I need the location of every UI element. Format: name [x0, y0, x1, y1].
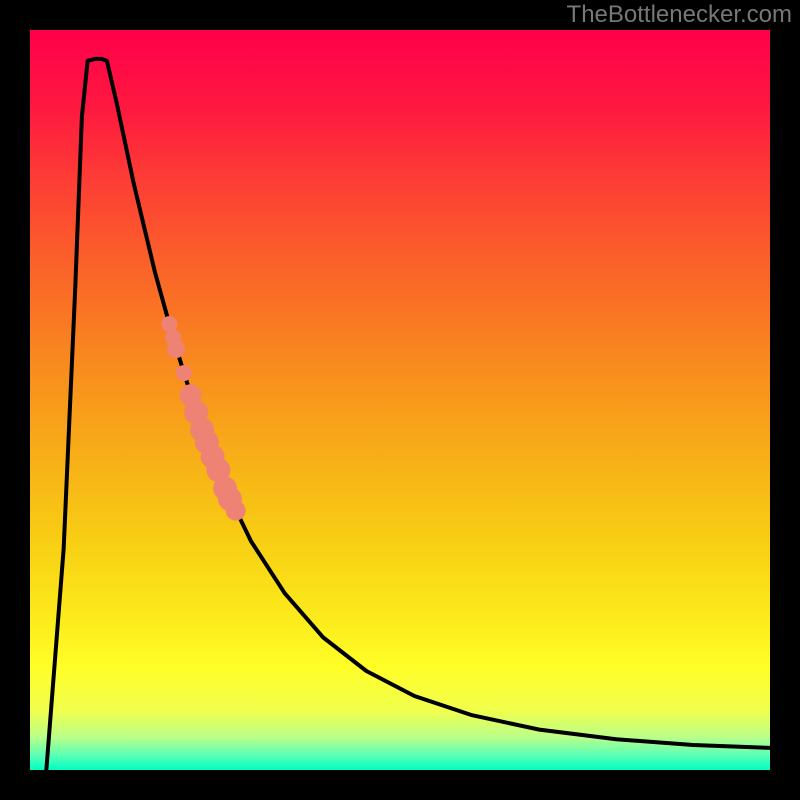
bottleneck-chart: TheBottlenecker.com	[0, 0, 800, 800]
data-marker	[167, 340, 185, 358]
data-marker	[161, 316, 177, 332]
gradient-background	[30, 30, 770, 770]
watermark-label: TheBottlenecker.com	[567, 1, 792, 28]
data-marker	[226, 501, 246, 521]
data-marker	[176, 365, 192, 381]
